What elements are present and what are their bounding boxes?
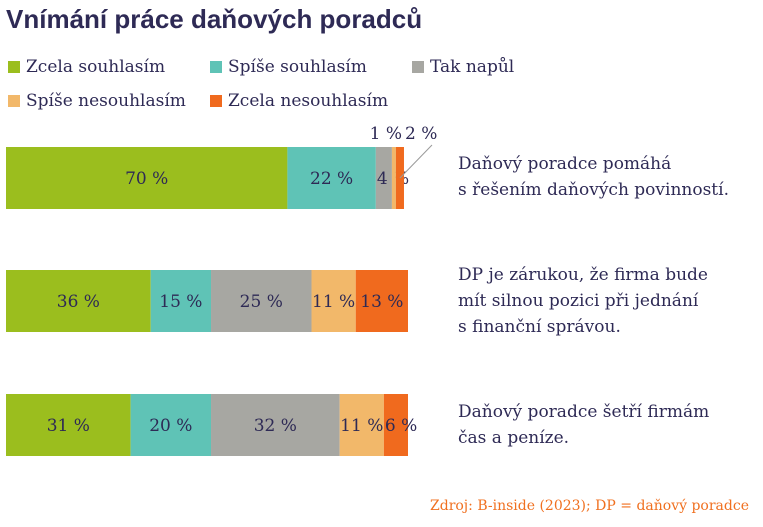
bar-segment-0-2	[375, 147, 392, 209]
category-label-1: DP je zárukou, že firma bude mít silnou …	[458, 262, 708, 340]
bar-value-label-0-3: 1 %	[370, 124, 402, 144]
bar-value-label-2-2: 32 %	[254, 416, 297, 436]
bar-value-label-1-0: 36 %	[57, 292, 100, 312]
bar-segment-2-3	[339, 394, 384, 456]
bar-value-label-1-3: 11 %	[312, 292, 355, 312]
bar-segment-0-1	[287, 147, 376, 209]
bar-value-label-2-1: 20 %	[149, 416, 192, 436]
legend-item-zcela-nesouhlasim: Zcela nesouhlasím	[210, 91, 388, 111]
category-line: DP je zárukou, že firma bude	[458, 265, 708, 285]
legend-label: Spíše souhlasím	[228, 57, 367, 77]
legend-swatch	[412, 61, 424, 73]
bar-segment-2-1	[130, 394, 212, 456]
category-line: čas a peníze.	[458, 428, 570, 448]
legend-item-spise-nesouhlasim: Spíše nesouhlasím	[8, 91, 186, 111]
category-label-2: Daňový poradce šetří firmám čas a peníze…	[458, 399, 709, 451]
bar-value-label-0-4: 2 %	[405, 124, 437, 144]
category-line: Daňový poradce šetří firmám	[458, 402, 710, 422]
legend-swatch	[8, 95, 20, 107]
legend-item-spise-souhlasim: Spíše souhlasím	[210, 57, 367, 77]
category-line: Daňový poradce pomáhá	[458, 154, 672, 174]
category-line: s řešením daňových povinností.	[458, 180, 729, 200]
bar-segment-2-4	[383, 394, 408, 456]
callout-line	[399, 144, 433, 179]
legend-label: Zcela nesouhlasím	[228, 91, 389, 111]
bar-segment-1-0	[6, 270, 151, 332]
legend-label: Tak napůl	[430, 57, 515, 77]
bar-value-label-0-1: 22 %	[310, 169, 353, 189]
bar-value-label-1-1: 15 %	[159, 292, 202, 312]
bar-value-label-0-0: 70 %	[125, 169, 168, 189]
source-note: Zdroj: B-inside (2023); DP = daňový pora…	[430, 498, 749, 514]
bar-value-label-1-2: 25 %	[240, 292, 283, 312]
legend-swatch	[8, 61, 20, 73]
category-label-0: Daňový poradce pomáhá s řešením daňových…	[458, 151, 729, 203]
bar-value-label-2-4: 6 %	[385, 416, 417, 436]
bar-segment-2-0	[6, 394, 131, 456]
bar-segment-1-1	[150, 270, 212, 332]
bar-segment-0-3	[391, 147, 396, 209]
bar-value-label-1-4: 13 %	[360, 292, 403, 312]
legend-label: Zcela souhlasím	[26, 57, 166, 77]
legend-label: Spíše nesouhlasím	[26, 91, 186, 111]
bar-value-label-2-3: 11 %	[340, 416, 383, 436]
bar-value-label-2-0: 31 %	[47, 416, 90, 436]
bar-segment-1-2	[211, 270, 312, 332]
category-line: mít silnou pozici při jednání	[458, 291, 699, 311]
legend-item-zcela-souhlasim: Zcela souhlasím	[8, 57, 165, 77]
bar-segment-1-3	[311, 270, 356, 332]
bar-segment-2-2	[211, 394, 340, 456]
bar-segment-0-0	[6, 147, 288, 209]
chart-title: Vnímání práce daňových poradců	[6, 4, 423, 34]
legend-swatch	[210, 95, 222, 107]
legend-swatch	[210, 61, 222, 73]
bar-segment-1-4	[355, 270, 408, 332]
legend-item-tak-napul: Tak napůl	[412, 57, 514, 77]
category-line: s finanční správou.	[458, 317, 621, 337]
